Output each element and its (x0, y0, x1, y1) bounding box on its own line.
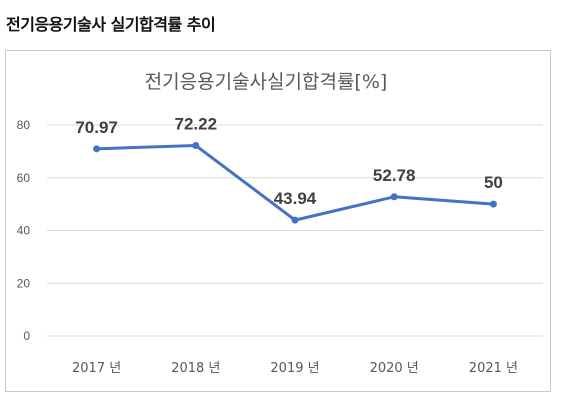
x-tick-label: 2019 년 (270, 361, 319, 376)
x-axis: 2017 년 2018 년 2019 년 2020 년 2021 년 (72, 361, 518, 376)
x-tick-label: 2017 년 (72, 361, 121, 376)
data-point (489, 200, 497, 208)
data-label: 43.94 (274, 189, 317, 208)
x-tick-label: 2018 년 (171, 361, 220, 376)
data-point (291, 216, 299, 224)
data-point (93, 145, 101, 153)
series-line (93, 142, 497, 224)
chart-title: 전기응용기술사실기합격률[%] (145, 71, 388, 93)
data-label: 70.97 (75, 118, 118, 137)
data-labels: 70.97 72.22 43.94 52.78 50 (75, 115, 503, 209)
y-tick-label: 40 (17, 224, 31, 238)
series-line-path (95, 144, 495, 222)
y-tick-label: 60 (17, 171, 31, 185)
data-label: 50 (484, 173, 503, 192)
y-tick-label: 80 (17, 118, 31, 132)
x-tick-label: 2020 년 (370, 361, 419, 376)
x-tick-label: 2021 년 (469, 361, 518, 376)
data-point (390, 193, 398, 201)
page-heading: 전기응용기술사 실기합격률 추이 (6, 15, 216, 34)
gridlines (47, 124, 543, 337)
y-tick-label: 20 (17, 276, 31, 290)
data-point (192, 142, 200, 150)
data-label: 72.22 (175, 115, 218, 134)
data-label: 52.78 (373, 166, 416, 185)
chart-frame (5, 50, 551, 392)
y-tick-label: 0 (23, 329, 30, 343)
y-axis: 0 20 40 60 80 (17, 118, 31, 343)
